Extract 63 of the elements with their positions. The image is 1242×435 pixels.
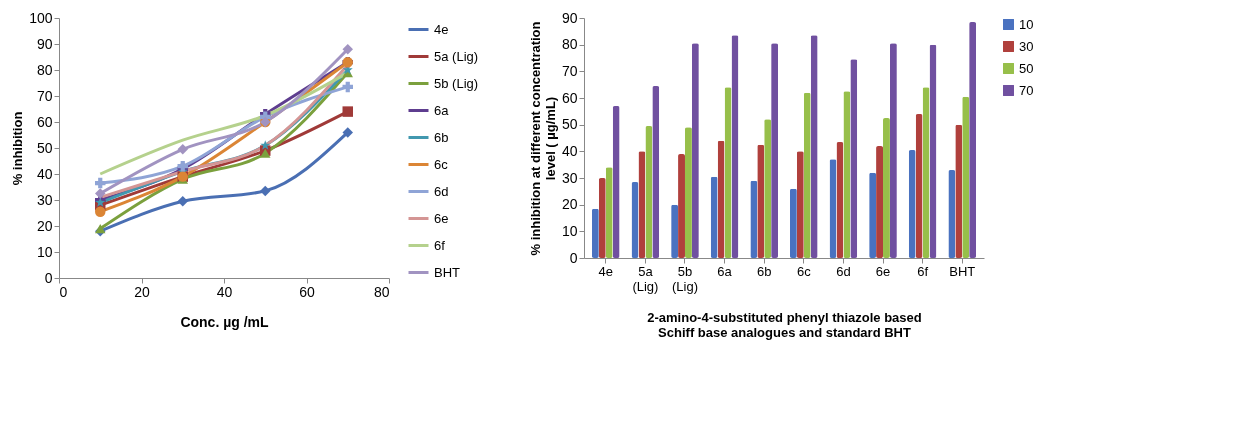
legend-label: 6b: [434, 129, 449, 145]
legend-label: 5b (Lig): [434, 75, 479, 91]
x-tick-label: BHT: [949, 263, 976, 279]
x-tick-label: 6d: [836, 263, 851, 279]
y-tick-label: 20: [36, 217, 53, 234]
point: [260, 140, 271, 150]
legend-label: 30: [1019, 38, 1034, 54]
legend-label: 70: [1019, 82, 1034, 98]
x-tick-label: 5a (Lig): [632, 263, 659, 294]
y-tick-label: 10: [36, 243, 53, 260]
y-tick-label: 40: [36, 165, 53, 182]
x-tick-label: 60: [299, 283, 315, 300]
x-axis-title: Conc. µg /mL: [180, 313, 270, 330]
y-tick-label: 100: [29, 9, 53, 26]
x-tick-label: 5b (Lig): [671, 263, 698, 294]
x-tick-label: 6b: [756, 263, 772, 279]
x-tick-label: 6a: [717, 263, 733, 279]
point: [177, 144, 188, 155]
x-tick-label: 6f: [917, 263, 929, 279]
point: [342, 127, 353, 138]
legend-label: 5a (Lig): [434, 48, 479, 64]
x-tick-label: 4e: [598, 263, 614, 279]
y-tick-label: 80: [36, 61, 53, 78]
y-tick-label: 0: [569, 249, 578, 266]
point: [177, 196, 188, 207]
point: [260, 185, 271, 197]
x-tick-label: 20: [134, 283, 150, 300]
y-tick-label: 60: [561, 89, 578, 106]
y-tick-label: 90: [561, 9, 578, 26]
y-tick-label: 60: [36, 113, 53, 130]
y-tick-label: 90: [36, 35, 53, 52]
point: [95, 177, 106, 189]
y-tick-label: 30: [561, 169, 578, 186]
legend-label: 6a: [434, 102, 450, 118]
y-tick-label: 80: [561, 36, 578, 53]
point: [342, 43, 353, 55]
y-tick-label: 70: [36, 87, 53, 104]
legend-label: 6c: [434, 156, 449, 172]
y-tick-label: 40: [561, 142, 578, 159]
point: [95, 188, 106, 199]
point: [342, 81, 353, 93]
legend-label: 10: [1019, 16, 1034, 32]
legend-label: 6f: [434, 237, 446, 253]
x-tick-label: 6e: [875, 263, 891, 279]
x-tick-label: 6c: [796, 263, 812, 279]
y-tick-label: 50: [561, 116, 578, 133]
legend-label: 6d: [434, 183, 449, 199]
point: [95, 206, 106, 217]
legend-label: 50: [1019, 60, 1034, 76]
y-axis-title: % inhibition: [10, 111, 26, 186]
legend-label: 6e: [434, 210, 449, 226]
y-tick-label: 50: [36, 139, 53, 156]
point: [342, 106, 353, 117]
y-tick-label: 70: [561, 62, 578, 79]
y-axis-title: % inhibition at different concentration level ( µg/mL): [527, 21, 558, 256]
x-tick-label: 40: [216, 283, 233, 300]
x-tick-label: 0: [59, 283, 68, 300]
x-axis-title: 2-amino-4-substituted phenyl thiazole based Schiff base analogues and standard BHT: [647, 309, 922, 340]
x-tick-label: 80: [373, 283, 390, 300]
y-tick-label: 20: [561, 196, 578, 213]
y-tick-label: 30: [36, 191, 53, 208]
y-tick-label: 10: [561, 222, 578, 239]
legend-label: 4e: [434, 21, 449, 37]
